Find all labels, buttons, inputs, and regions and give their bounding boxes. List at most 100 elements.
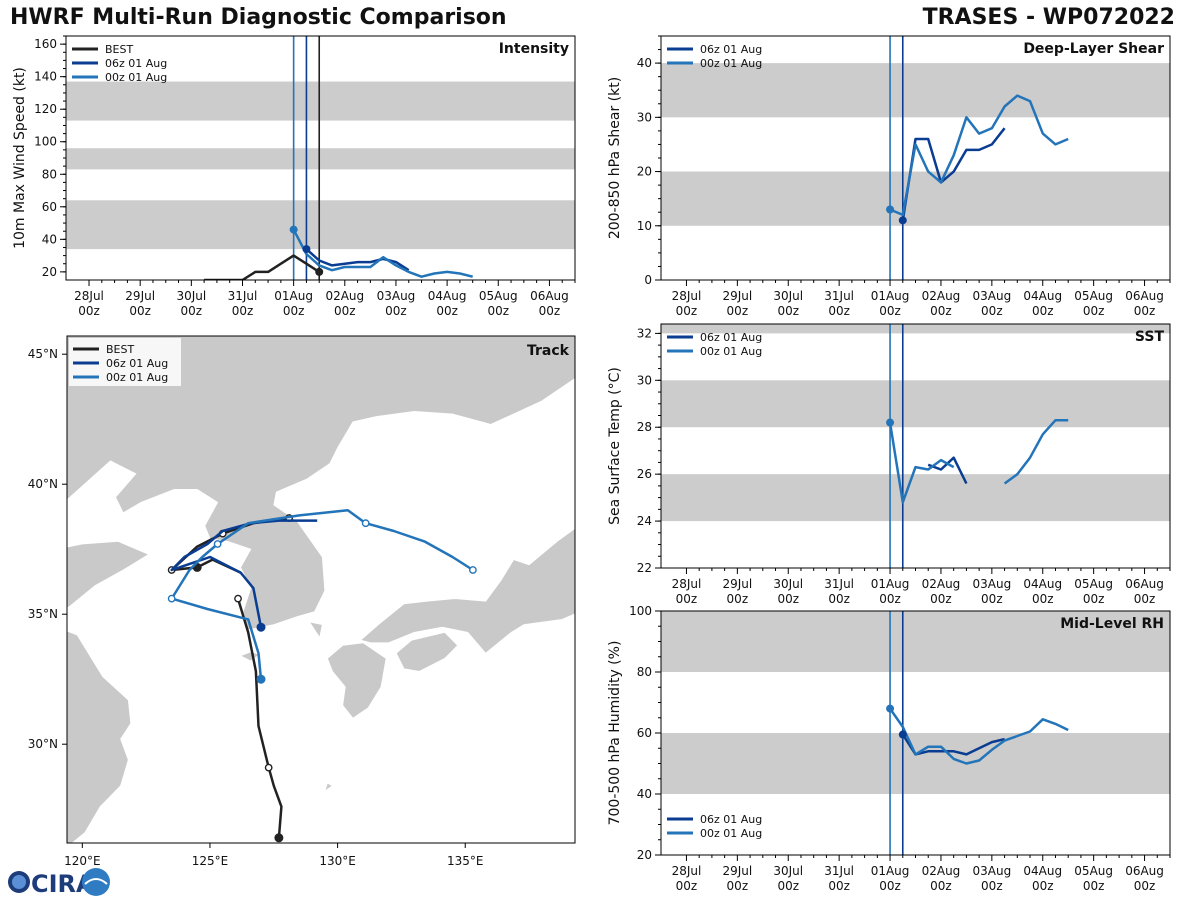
rh-plot-area: [661, 611, 1170, 855]
shear-title: Deep-Layer Shear: [1023, 41, 1164, 57]
sst-xtick-label: 03Aug: [972, 577, 1011, 591]
rh-ytick-label: 40: [637, 787, 652, 801]
track-point: [468, 566, 477, 574]
shear-series-line: [901, 127, 1006, 221]
shear-band: [661, 63, 1170, 118]
sst-band: [661, 380, 1170, 428]
intensity-band: [66, 81, 575, 121]
track-xtick-label: 120°E: [64, 854, 101, 868]
intensity-xtick-label: 00z: [181, 304, 203, 318]
track-point: [213, 540, 222, 548]
rh-xtick-label: 28Jul: [672, 864, 702, 878]
intensity-xtick-label: 28Jul: [74, 289, 104, 303]
figure-title: HWRF Multi-Run Diagnostic Comparison: [10, 5, 507, 30]
intensity-xtick-label: 01Aug: [274, 289, 313, 303]
shear-xtick-label: 00z: [676, 304, 698, 318]
track-line: [236, 598, 283, 838]
shear-xtick-label: 05Aug: [1074, 289, 1113, 303]
shear-legend-label: 00z 01 Aug: [700, 57, 762, 70]
sst-xtick-label: 02Aug: [922, 577, 961, 591]
intensity-xtick-label: 29Jul: [125, 289, 155, 303]
rh-xtick-label: 00z: [676, 879, 698, 893]
amami-land: [324, 782, 334, 792]
rh-series-point: [898, 730, 907, 739]
intensity-ytick-label: 20: [42, 265, 57, 279]
cira-logo: CIRA: [8, 868, 110, 898]
east-china-land: [67, 630, 132, 843]
intensity-series-point: [302, 245, 311, 254]
sst-xtick-label: 00z: [828, 592, 850, 606]
track-legend-label: 00z 01 Aug: [106, 371, 168, 384]
shear-xtick-label: 00z: [879, 304, 901, 318]
shear-legend-label: 06z 01 Aug: [700, 43, 762, 56]
shear-series-line: [889, 94, 1069, 217]
shandong-land: [67, 540, 150, 609]
shear-ylabel: 200-850 hPa Shear (kt): [607, 77, 623, 239]
intensity-legend-label: 06z 01 Aug: [105, 57, 167, 70]
shear-ytick-label: 0: [644, 273, 652, 287]
rh-xtick-label: 06Aug: [1125, 864, 1164, 878]
panel-sst: 22242628303228Jul00z29Jul00z30Jul00z31Ju…: [607, 323, 1171, 606]
rh-xtick-label: 04Aug: [1023, 864, 1062, 878]
rh-band: [661, 733, 1170, 794]
rh-xtick-label: 00z: [1134, 879, 1156, 893]
track-point: [256, 622, 266, 632]
sst-xtick-label: 05Aug: [1074, 577, 1113, 591]
storm-id-title: TRASES - WP072022: [922, 5, 1175, 30]
track-legend-label: 06z 01 Aug: [106, 357, 168, 370]
shear-series-point: [898, 216, 907, 225]
sst-xtick-label: 00z: [1032, 592, 1054, 606]
jeju-land: [239, 651, 261, 662]
intensity-xtick-label: 00z: [283, 304, 305, 318]
rh-xtick-label: 00z: [727, 879, 749, 893]
intensity-ytick-label: 140: [34, 70, 57, 84]
shear-xtick-label: 00z: [1134, 304, 1156, 318]
intensity-ylabel: 10m Max Wind Speed (kt): [12, 67, 28, 249]
rh-xtick-label: 00z: [981, 879, 1003, 893]
rh-series-point: [886, 704, 895, 713]
panel-track: 120°E 125°E 130°E 135°E 30°N 35°N 40°N 45°N Trac…: [28, 335, 593, 868]
sst-plot-area: [661, 324, 1170, 568]
panel-shear: 01020304028Jul00z29Jul00z30Jul00z31Jul00…: [607, 35, 1171, 318]
intensity-xtick-label: 00z: [487, 304, 509, 318]
sst-ylabel: Sea Surface Temp (°C): [607, 367, 623, 525]
track-line: [170, 508, 474, 680]
sst-frame: [660, 323, 1171, 569]
intensity-series-line: [292, 229, 474, 278]
sst-xtick-label: 00z: [930, 592, 952, 606]
shear-series-point: [886, 205, 895, 214]
sst-xtick-label: 00z: [676, 592, 698, 606]
rh-xtick-label: 02Aug: [922, 864, 961, 878]
sst-xtick-label: 28Jul: [672, 577, 702, 591]
shikoku-land: [395, 631, 459, 672]
intensity-xtick-label: 30Jul: [176, 289, 206, 303]
shear-ytick-label: 30: [637, 110, 652, 124]
panel-rh: 2040608010028Jul00z29Jul00z30Jul00z31Jul…: [607, 604, 1171, 893]
intensity-ytick-label: 120: [34, 102, 57, 116]
rh-series-line: [888, 707, 1069, 765]
sst-ytick-label: 28: [637, 420, 652, 434]
intensity-plot-area: [66, 36, 575, 280]
track-ytick-label: 35°N: [28, 607, 58, 621]
sst-legend-label: 00z 01 Aug: [700, 345, 762, 358]
sst-series-line: [888, 418, 1069, 504]
rh-xtick-label: 00z: [1032, 879, 1054, 893]
rh-xtick-label: 00z: [1083, 879, 1105, 893]
shear-xtick-label: 28Jul: [672, 289, 702, 303]
sst-xtick-label: 00z: [879, 592, 901, 606]
rh-ytick-label: 80: [637, 665, 652, 679]
rh-legend-label: 00z 01 Aug: [700, 827, 762, 840]
track-point: [361, 519, 370, 528]
intensity-xtick-label: 06Aug: [530, 289, 569, 303]
shear-band: [661, 171, 1170, 226]
track-point: [256, 674, 266, 684]
hokkaido-land: [580, 427, 593, 448]
intensity-xtick-label: 00z: [78, 304, 100, 318]
sst-ytick-label: 30: [637, 373, 652, 387]
rh-ylabel: 700-500 hPa Humidity (%): [607, 641, 623, 826]
rh-xtick-label: 00z: [930, 879, 952, 893]
intensity-ytick-label: 160: [34, 37, 57, 51]
logo-badge-icon: [82, 868, 110, 896]
intensity-legend-label: 00z 01 Aug: [105, 71, 167, 84]
